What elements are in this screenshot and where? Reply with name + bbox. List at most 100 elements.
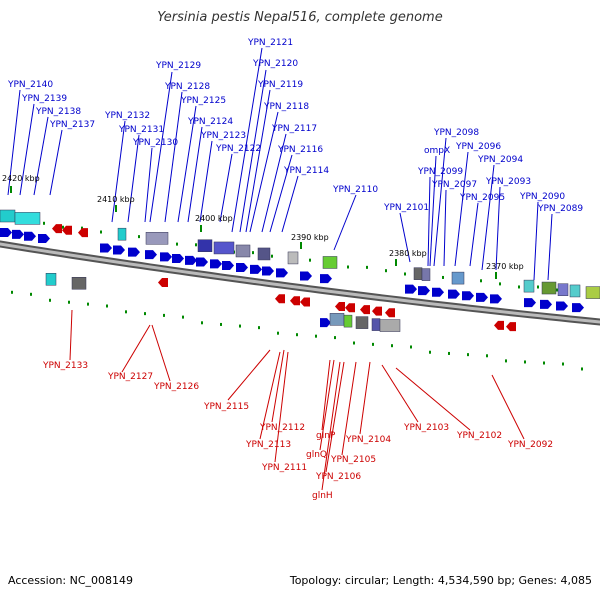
scale-tick — [372, 342, 374, 346]
label-leader-line — [319, 359, 335, 451]
gene-label[interactable]: YPN_2097 — [431, 180, 477, 190]
label-leader-line — [281, 175, 299, 233]
gene-label[interactable]: YPN_2123 — [200, 131, 246, 141]
gene-label[interactable]: YPN_2099 — [417, 167, 463, 177]
gene-label[interactable]: YPN_2113 — [245, 440, 291, 450]
gene-label[interactable]: YPN_2090 — [519, 192, 565, 202]
gene-label[interactable]: glnH — [312, 491, 333, 501]
gene-label[interactable]: YPN_2119 — [257, 80, 303, 90]
label-leader-line — [261, 133, 287, 233]
gene-label[interactable]: YPN_2093 — [485, 177, 531, 187]
gene-arrow — [506, 322, 516, 332]
gene-label[interactable]: YPN_2122 — [215, 144, 261, 154]
gene-label[interactable]: YPN_2128 — [164, 82, 210, 92]
gene-label[interactable]: glnP — [316, 431, 336, 441]
scale-tick — [347, 265, 349, 269]
gene-label[interactable]: YPN_2101 — [383, 203, 429, 213]
gene-label[interactable]: YPN_2118 — [263, 102, 309, 112]
scale-tick — [144, 312, 146, 316]
feature-block — [197, 239, 213, 252]
feature-block — [287, 251, 299, 265]
gene-arrow — [172, 254, 184, 264]
gene-label[interactable]: YPN_2138 — [35, 107, 81, 117]
label-leader-line — [239, 69, 267, 233]
gene-label[interactable]: YPN_2095 — [459, 193, 505, 203]
gene-label[interactable]: YPN_2121 — [247, 38, 293, 48]
gene-arrow — [405, 284, 417, 294]
feature-block — [329, 313, 345, 326]
scale-tick — [524, 360, 526, 364]
gene-label[interactable]: YPN_2111 — [261, 463, 307, 473]
gene-arrow — [300, 271, 312, 281]
gene-arrow — [385, 308, 395, 318]
label-leader-line — [245, 89, 271, 233]
gene-label[interactable]: YPN_2127 — [107, 372, 153, 382]
label-leader-line — [469, 202, 479, 267]
gene-arrow — [196, 257, 208, 267]
gene-label[interactable]: YPN_2137 — [49, 120, 95, 130]
gene-arrow — [432, 287, 444, 297]
gene-arrow — [494, 320, 504, 330]
gene-label[interactable]: YPN_2089 — [537, 204, 583, 214]
gene-label[interactable]: YPN_2132 — [104, 111, 150, 121]
gene-label[interactable]: YPN_2124 — [187, 117, 233, 127]
gene-label[interactable]: YPN_2102 — [456, 431, 502, 441]
gene-label[interactable]: YPN_2116 — [277, 145, 323, 155]
gene-label[interactable]: YPN_2117 — [271, 124, 317, 134]
genome-summary-text: Topology: circular; Length: 4,534,590 bp… — [289, 574, 592, 587]
gene-label[interactable]: ompX — [424, 146, 450, 156]
label-leader-line — [547, 213, 553, 281]
gene-arrow — [320, 318, 331, 328]
gene-label[interactable]: YPN_2105 — [330, 455, 376, 465]
major-scale-tick — [300, 242, 302, 249]
gene-label[interactable]: YPN_2114 — [283, 166, 329, 176]
gene-label[interactable]: YPN_2130 — [132, 138, 178, 148]
gene-label[interactable]: YPN_2139 — [21, 94, 67, 104]
scale-tick — [429, 350, 431, 354]
scale-tick — [543, 361, 545, 365]
gene-label[interactable]: YPN_2106 — [315, 472, 361, 482]
gene-label[interactable]: YPN_2120 — [252, 59, 298, 69]
map-title: Yersinia pestis Nepal516, complete genom… — [157, 10, 443, 25]
feature-block — [213, 241, 235, 255]
gene-label[interactable]: YPN_2098 — [433, 128, 479, 138]
gene-label[interactable]: YPN_2133 — [42, 361, 88, 371]
feature-block — [523, 279, 535, 293]
scale-tick — [315, 334, 317, 338]
label-leader-line — [19, 103, 35, 196]
gene-features — [0, 209, 600, 332]
gene-label[interactable]: YPN_2140 — [7, 80, 53, 90]
scale-tick — [87, 302, 89, 306]
scale-tick — [106, 304, 108, 308]
genome-backbone-line — [0, 240, 600, 326]
gene-label[interactable]: YPN_2131 — [118, 125, 164, 135]
label-leader-line — [151, 324, 171, 382]
label-leader-line — [495, 186, 501, 271]
gene-label[interactable]: YPN_2126 — [153, 382, 199, 392]
gene-arrow — [345, 303, 355, 313]
genome-backbone-highlight — [0, 242, 600, 324]
label-leader-line — [481, 164, 495, 271]
gene-arrow — [276, 268, 288, 278]
scale-tick — [30, 292, 32, 296]
gene-label[interactable]: YPN_2112 — [259, 423, 305, 433]
label-leader-line — [533, 201, 539, 281]
gene-label[interactable]: YPN_2092 — [507, 440, 553, 450]
gene-label[interactable]: YPN_2094 — [477, 155, 523, 165]
gene-label[interactable]: YPN_2110 — [332, 185, 378, 195]
feature-block — [71, 277, 87, 290]
gene-label[interactable]: YPN_2103 — [403, 423, 449, 433]
gene-label[interactable]: YPN_2104 — [345, 435, 391, 445]
gene-label[interactable]: YPN_2096 — [455, 142, 501, 152]
gene-label[interactable]: glnQ — [306, 450, 327, 460]
scale-label: 2380 kbp — [389, 249, 427, 258]
scale-tick — [353, 341, 355, 345]
label-leader-line — [395, 367, 471, 431]
gene-arrow — [372, 306, 382, 316]
scale-tick — [467, 353, 469, 357]
gene-label[interactable]: YPN_2115 — [203, 402, 249, 412]
gene-label[interactable]: YPN_2129 — [155, 61, 201, 71]
gene-label[interactable]: YPN_2125 — [180, 96, 226, 106]
feature-block — [451, 271, 465, 285]
